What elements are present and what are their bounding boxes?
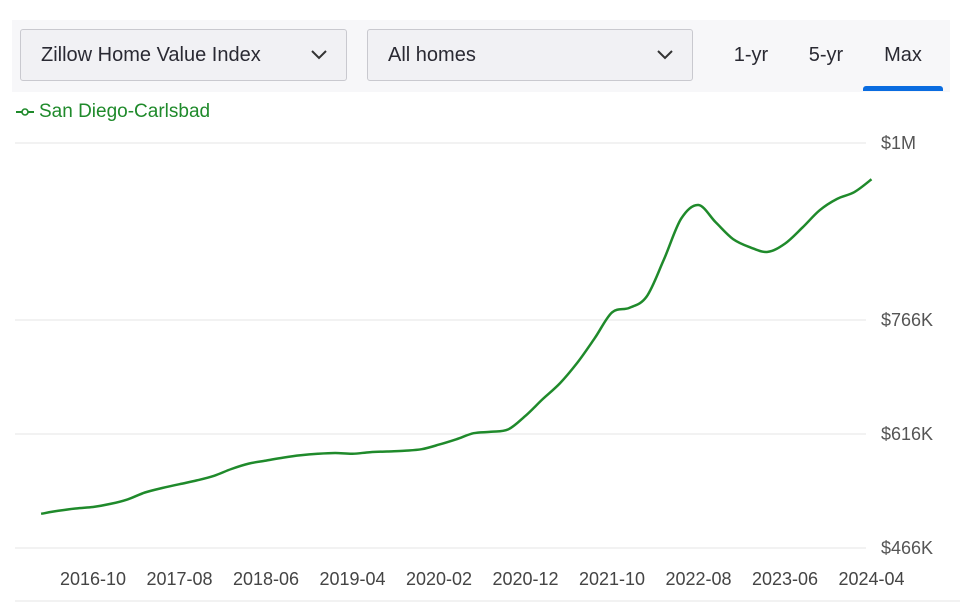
metric-dropdown-label: Zillow Home Value Index — [41, 44, 261, 66]
y-tick-label: $616K — [881, 424, 933, 444]
tab-1-yr[interactable]: 1-yr — [733, 44, 769, 66]
active-tab-indicator — [863, 86, 943, 91]
metric-dropdown[interactable]: Zillow Home Value Index — [20, 29, 347, 81]
x-tick-label: 2024-04 — [838, 569, 904, 589]
y-tick-label: $766K — [881, 310, 933, 330]
x-tick-label: 2020-12 — [492, 569, 558, 589]
home-type-dropdown[interactable]: All homes — [367, 29, 693, 81]
x-tick-label: 2020-02 — [406, 569, 472, 589]
chart-legend[interactable]: San Diego-Carlsbad — [15, 100, 210, 124]
line-marker-icon — [16, 108, 34, 116]
y-tick-label: $1M — [881, 133, 916, 153]
x-tick-label: 2022-08 — [665, 569, 731, 589]
legend-series-label: San Diego-Carlsbad — [39, 101, 211, 122]
chevron-down-icon — [311, 50, 327, 60]
x-tick-label: 2023-06 — [752, 569, 818, 589]
x-tick-label: 2019-04 — [319, 569, 385, 589]
chevron-down-icon — [657, 50, 673, 60]
x-tick-label: 2016-10 — [60, 569, 126, 589]
chart-toolbar: Zillow Home Value Index All homes 1-yr 5… — [12, 20, 950, 92]
x-tick-label: 2021-10 — [579, 569, 645, 589]
x-tick-label: 2017-08 — [146, 569, 212, 589]
tab-max[interactable]: Max — [884, 44, 922, 66]
y-tick-label: $466K — [881, 538, 933, 558]
tab-5-yr[interactable]: 5-yr — [808, 44, 844, 66]
series-line — [40, 178, 873, 516]
x-tick-label: 2018-06 — [233, 569, 299, 589]
home-type-dropdown-label: All homes — [388, 44, 476, 66]
